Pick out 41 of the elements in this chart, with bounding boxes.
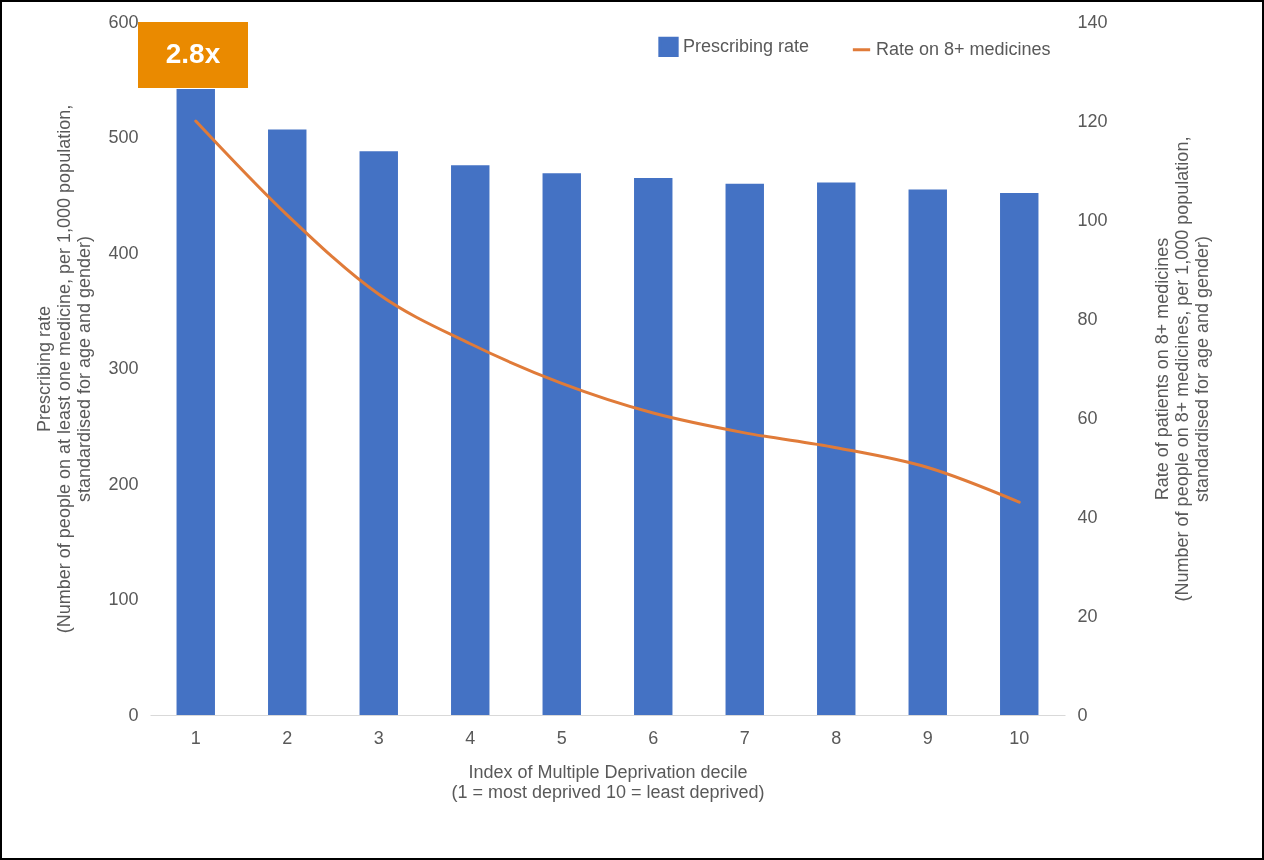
x-tick-label: 5 bbox=[556, 727, 567, 748]
legend-label: Prescribing rate bbox=[683, 35, 810, 56]
x-tick-label: 7 bbox=[739, 727, 750, 748]
y2-tick-label: 140 bbox=[1077, 11, 1108, 32]
x-tick-label: 3 bbox=[373, 727, 384, 748]
x-tick-label: 9 bbox=[922, 727, 933, 748]
y2-tick-label: 60 bbox=[1077, 407, 1098, 428]
x-tick-label: 10 bbox=[1009, 727, 1030, 748]
y-axis-title: Prescribing rate (Number of people on at least one medicine, per 1,000 population, standardised for age and gender) bbox=[34, 104, 95, 634]
bar bbox=[725, 183, 764, 715]
y-tick-label: 200 bbox=[108, 473, 139, 494]
y-tick-label: 300 bbox=[108, 358, 139, 378]
y-tick-label: 0 bbox=[128, 704, 139, 725]
bar bbox=[451, 165, 490, 715]
bar bbox=[1000, 192, 1039, 715]
bar bbox=[542, 173, 581, 715]
y2-tick-label: 40 bbox=[1077, 506, 1098, 527]
x-tick-label: 2 bbox=[282, 727, 293, 748]
x-tick-label: 1 bbox=[190, 727, 201, 748]
y2-axis-title: Rate of patients on 8+ medicines (Number of people on 8+ medicines, per 1,000 population, standardised for age and gender) bbox=[1151, 136, 1212, 602]
y-tick-label: 600 bbox=[108, 11, 139, 32]
line-series bbox=[194, 119, 1021, 504]
bar bbox=[268, 129, 307, 715]
x-tick-label: 8 bbox=[831, 727, 842, 748]
x-axis-title: Index of Multiple Deprivation decile (1 = most deprived 10 = least deprived) bbox=[451, 761, 765, 802]
legend-label: Rate on 8+ medicines bbox=[876, 38, 1051, 59]
y-tick-label: 400 bbox=[108, 242, 139, 263]
x-tick-label: 4 bbox=[465, 727, 476, 748]
y2-tick-label: 0 bbox=[1077, 704, 1088, 725]
bar bbox=[634, 177, 673, 715]
x-tick-label: 6 bbox=[648, 727, 659, 748]
y2-tick-label: 100 bbox=[1077, 209, 1108, 230]
bar bbox=[359, 151, 398, 715]
y2-tick-label: 20 bbox=[1077, 605, 1098, 626]
bar bbox=[908, 189, 947, 715]
bar bbox=[817, 182, 856, 715]
y-tick-label: 100 bbox=[108, 589, 139, 609]
y2-tick-label: 80 bbox=[1077, 308, 1098, 329]
y-tick-label: 500 bbox=[108, 127, 139, 147]
y2-tick-label: 120 bbox=[1077, 110, 1108, 131]
annotation: 2.8x bbox=[165, 38, 221, 69]
